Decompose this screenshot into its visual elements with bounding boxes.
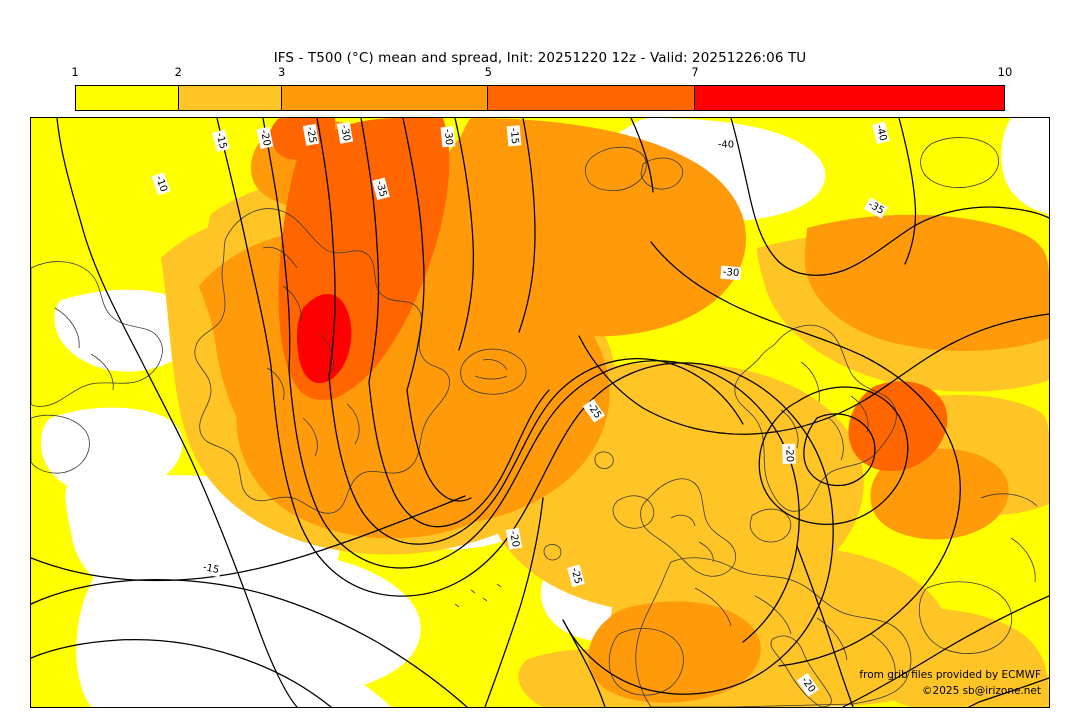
contour-label: -20 xyxy=(782,443,796,465)
contour-label: -30 xyxy=(720,265,742,281)
colorbar-segment-5 xyxy=(694,86,1004,110)
colorbar-tick: 5 xyxy=(484,65,492,79)
copyright-credit: ©2025 sb@irizone.net xyxy=(922,685,1041,697)
colorbar-segment-4 xyxy=(488,86,695,110)
contour-lines xyxy=(31,118,1049,707)
contour-label: -40 xyxy=(715,138,737,152)
colorbar-tick-labels: 1 2 3 5 7 10 xyxy=(71,65,1012,83)
colorbar-segment-2 xyxy=(179,86,283,110)
chart-title: IFS - T500 (°C) mean and spread, Init: 2… xyxy=(273,50,807,66)
colorbar-segment-1 xyxy=(76,86,180,110)
colorbar-tick: 2 xyxy=(174,65,182,79)
colorbar-tick: 10 xyxy=(997,65,1013,79)
data-source-credit: from grib files provided by ECMWF xyxy=(859,669,1041,681)
coastlines xyxy=(31,137,1038,707)
contour-label: -15 xyxy=(506,125,522,147)
colorbar: 1 2 3 5 7 10 xyxy=(71,65,1012,111)
colorbar-segment-3 xyxy=(282,86,489,110)
colorbar-gradient xyxy=(75,85,1005,111)
colorbar-tick: 3 xyxy=(277,65,286,79)
map-canvas xyxy=(31,118,1049,707)
colorbar-tick: 7 xyxy=(691,65,699,79)
contour-label: -30 xyxy=(440,126,456,148)
map-panel[interactable]: -10 -15 -20 -25 -30 -35 -30 -15 -40 -40 … xyxy=(30,117,1050,708)
colorbar-tick: 1 xyxy=(71,65,79,79)
